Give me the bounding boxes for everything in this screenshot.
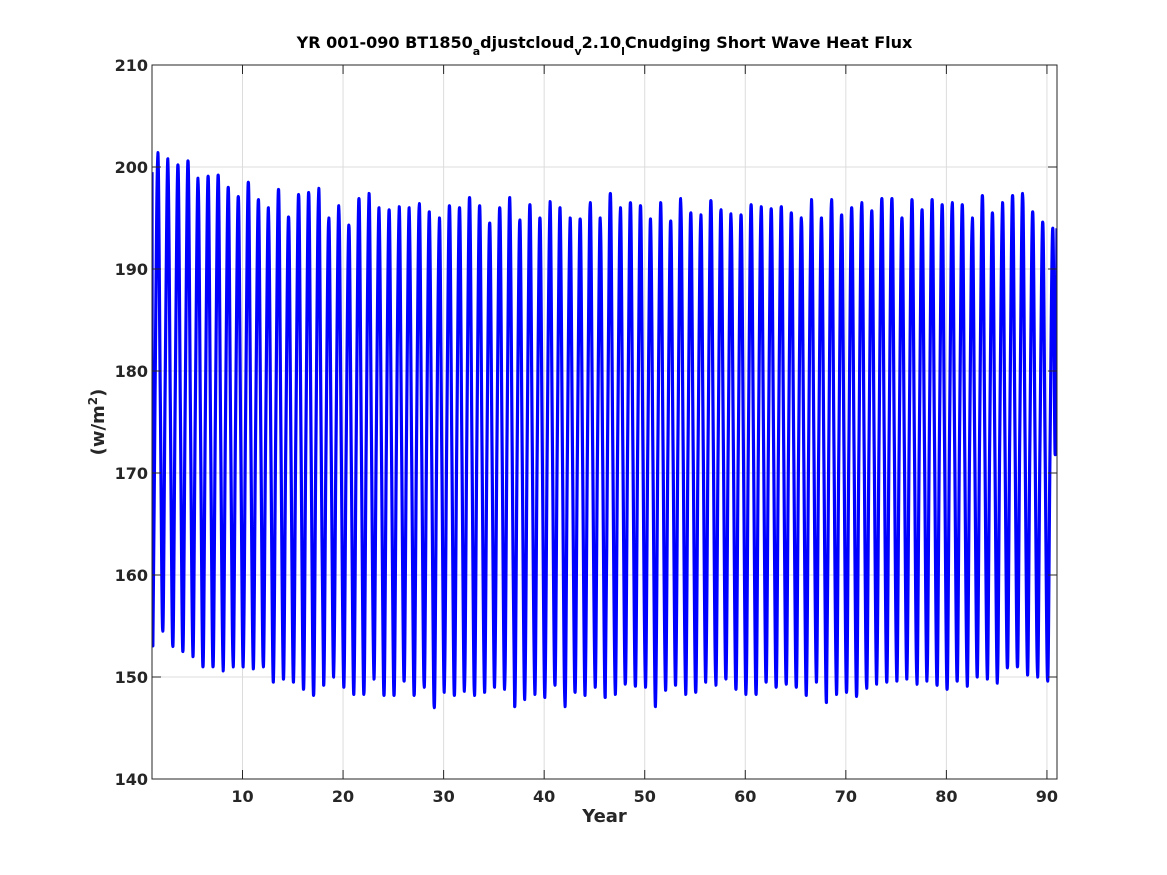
x-tick-labels: 10 20 30 40 50 60 70 80 90	[231, 787, 1058, 806]
axes-box	[151, 64, 1058, 780]
y-tick-label: 190	[115, 260, 148, 279]
title-segment: djustcloud	[480, 33, 574, 52]
x-tick-label: 80	[935, 787, 957, 806]
y-label-base: (w/m	[88, 405, 109, 455]
title-subscript: a	[473, 45, 480, 58]
series-line-group	[152, 151, 1057, 710]
x-axis-label: Year	[581, 806, 627, 827]
y-label-superscript: 2	[86, 397, 100, 405]
title-subscript: l	[621, 45, 625, 58]
y-tick-label: 140	[115, 770, 148, 789]
y-tick-label: 200	[115, 158, 148, 177]
y-tick-label: 180	[115, 362, 148, 381]
x-tick-label: 50	[634, 787, 656, 806]
title-subscript: v	[574, 45, 582, 58]
x-tick-label: 90	[1036, 787, 1058, 806]
y-tick-label: 210	[115, 56, 148, 75]
x-tick-label: 20	[332, 787, 354, 806]
x-tick-label: 60	[734, 787, 756, 806]
x-tick-label: 30	[432, 787, 454, 806]
title-segment: YR 001-090 BT1850	[296, 33, 473, 52]
axes-frame	[151, 64, 1058, 780]
y-tick-label: 170	[115, 464, 148, 483]
y-axis-label: (w/m2)	[86, 389, 109, 456]
title-segment: Cnudging Short Wave Heat Flux	[625, 33, 913, 52]
x-tick-label: 70	[835, 787, 857, 806]
y-label-close: )	[88, 389, 109, 397]
x-tick-label: 10	[231, 787, 253, 806]
title-segment: 2.10	[582, 33, 621, 52]
y-tick-label: 160	[115, 566, 148, 585]
series-line	[152, 151, 1057, 710]
y-tick-label: 150	[115, 668, 148, 687]
x-tick-label: 40	[533, 787, 555, 806]
y-tick-labels: 140 150 160 170 180 190 200 210	[115, 56, 148, 789]
chart-title: YR 001-090 BT1850adjustcloudv2.10lCnudgi…	[296, 33, 913, 58]
